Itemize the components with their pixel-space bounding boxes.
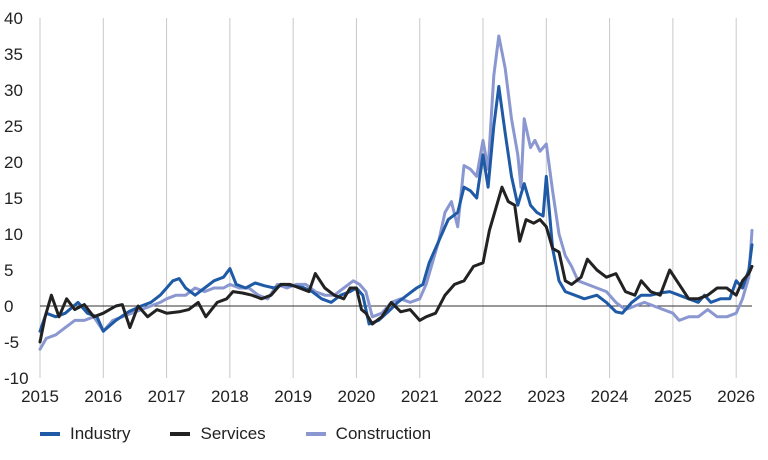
x-tick-label: 2020 (338, 387, 376, 406)
x-tick-label: 2021 (401, 387, 439, 406)
legend-label-services: Services (200, 424, 266, 443)
x-tick-label: 2026 (717, 387, 755, 406)
x-tick-label: 2019 (274, 387, 312, 406)
y-tick-label: 0 (4, 297, 13, 316)
x-tick-label: 2024 (591, 387, 629, 406)
y-axis-ticks: -10 -5 0 5 10 15 20 25 30 35 40 (4, 9, 29, 388)
series-line-industry (38, 84, 754, 333)
legend-item-industry: Industry (40, 424, 130, 444)
legend-label-construction: Construction (335, 424, 432, 443)
series-line-services (38, 185, 754, 344)
legend-item-services: Services (170, 424, 266, 444)
y-tick-label: 35 (4, 45, 23, 64)
y-tick-label: 20 (4, 153, 23, 172)
y-tick-label: 30 (4, 81, 23, 100)
y-tick-label: 15 (4, 189, 23, 208)
x-tick-label: 2018 (211, 387, 249, 406)
x-tick-label: 2022 (464, 387, 502, 406)
x-tick-label: 2015 (21, 387, 59, 406)
series-layer (38, 34, 754, 351)
legend-swatch-industry (40, 432, 60, 436)
x-axis-ticks: 2015 2016 2017 2018 2019 2020 2021 2022 2023 2024… (21, 387, 755, 406)
y-tick-label: 5 (4, 261, 13, 280)
x-tick-label: 2025 (654, 387, 692, 406)
legend-swatch-construction (305, 432, 326, 436)
x-tick-label: 2016 (84, 387, 122, 406)
legend-item-construction: Construction (305, 424, 432, 444)
y-tick-label: 40 (4, 9, 23, 28)
legend-swatch-services (170, 432, 191, 436)
vertical-gridlines (39, 18, 737, 378)
x-tick-label: 2017 (148, 387, 186, 406)
legend-label-industry: Industry (70, 424, 131, 443)
y-tick-label: -5 (4, 333, 19, 352)
y-tick-label: 25 (4, 117, 23, 136)
x-tick-label: 2023 (527, 387, 565, 406)
legend: Industry Services Construction (40, 424, 471, 444)
y-tick-label: 10 (4, 225, 23, 244)
y-tick-label: -10 (4, 369, 29, 388)
